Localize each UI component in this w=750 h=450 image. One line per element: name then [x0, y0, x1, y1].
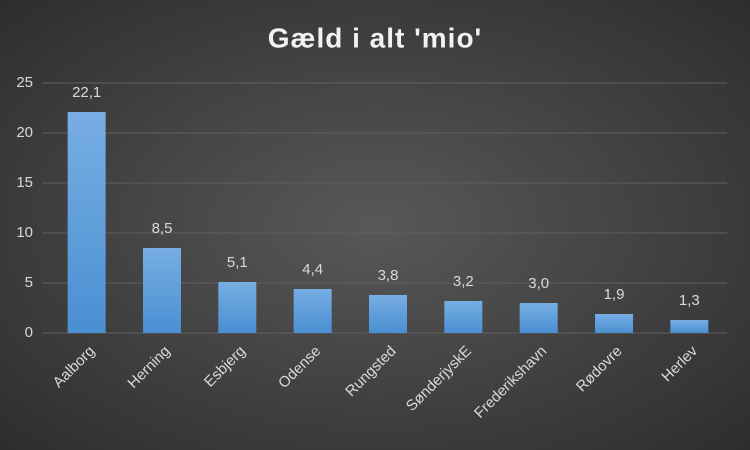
data-label: 3,0: [528, 275, 549, 292]
bar: [670, 320, 709, 333]
data-label: 8,5: [152, 220, 173, 237]
y-tick-label: 0: [25, 324, 33, 341]
y-tick-label: 15: [16, 174, 33, 191]
bar: [369, 295, 407, 333]
y-tick-label: 5: [25, 274, 33, 291]
bar: [67, 112, 106, 333]
data-label: 1,9: [604, 286, 625, 303]
data-label: 4,4: [302, 261, 323, 278]
data-label: 3,2: [453, 273, 474, 290]
data-label: 22,1: [72, 84, 101, 101]
data-label: 5,1: [227, 254, 248, 271]
y-tick-label: 10: [16, 224, 33, 241]
y-tick-label: 25: [16, 74, 33, 91]
bar: [218, 282, 257, 333]
bar: [143, 248, 181, 333]
chart-title: Gæld i alt 'mio': [268, 22, 482, 53]
bar: [519, 303, 558, 333]
bar: [293, 289, 332, 333]
data-label: 3,8: [378, 267, 399, 284]
data-label: 1,3: [679, 292, 700, 309]
bar: [595, 314, 633, 333]
y-tick-label: 20: [16, 124, 33, 141]
bar: [444, 301, 483, 333]
